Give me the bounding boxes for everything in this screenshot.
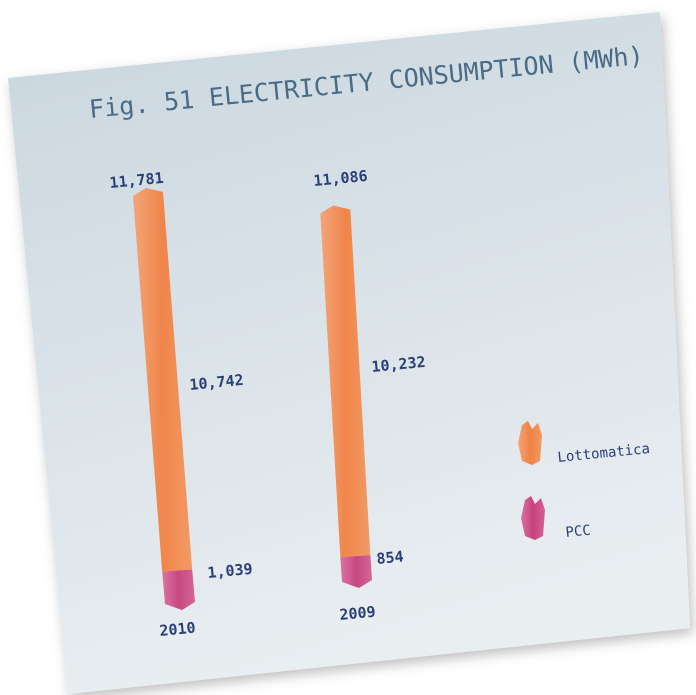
- value-label-lottomatica-2010: 10,742: [189, 371, 245, 394]
- legend-swatch-pcc: [521, 496, 545, 540]
- category-label-2010: 2010: [159, 619, 197, 640]
- value-label-pcc-2009: 854: [376, 547, 405, 568]
- total-label-2010: 11,781: [109, 169, 165, 192]
- value-label-pcc-2010: 1,039: [207, 560, 254, 582]
- legend-label-pcc: PCC: [565, 523, 592, 541]
- bar-lottomatica-2009: [320, 205, 371, 558]
- value-label-lottomatica-2009: 10,232: [371, 353, 427, 376]
- plot-area: 11,781 10,742 1,039 2010 11,086 10,232 854 2009…: [109, 167, 651, 640]
- bar-pcc-2009: [340, 555, 372, 588]
- total-label-2009: 11,086: [313, 167, 369, 190]
- legend-swatch-lottomatica: [518, 421, 542, 465]
- category-label-2009: 2009: [339, 603, 377, 624]
- bar-pcc-2010: [162, 569, 195, 610]
- bar-lottomatica-2010: [133, 188, 193, 572]
